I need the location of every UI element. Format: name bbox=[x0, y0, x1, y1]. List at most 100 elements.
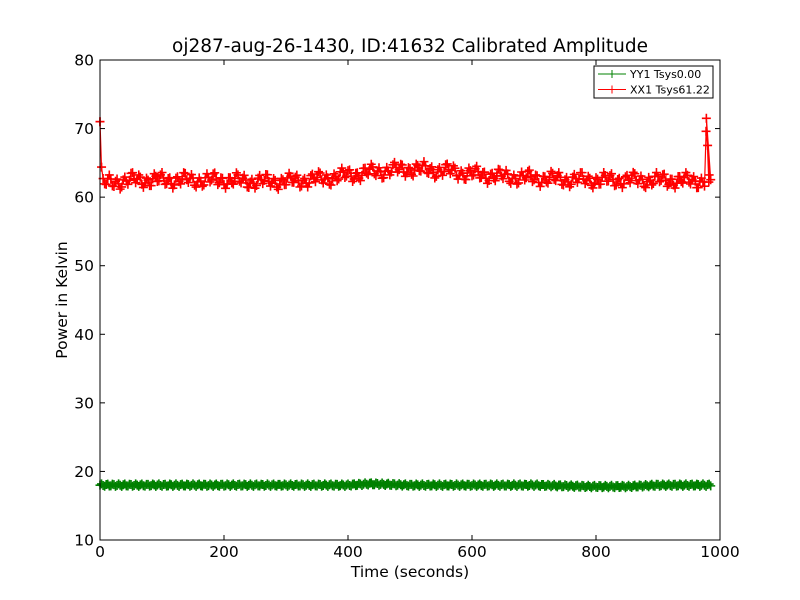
data-point-marker bbox=[334, 174, 344, 184]
data-point-marker bbox=[183, 178, 193, 188]
data-point-marker bbox=[701, 113, 711, 123]
data-point-marker bbox=[512, 179, 522, 189]
data-point-marker bbox=[442, 159, 452, 169]
data-point-marker bbox=[345, 165, 355, 175]
data-point-marker bbox=[625, 178, 635, 188]
data-point-marker bbox=[611, 180, 621, 190]
legend-label: YY1 Tsys0.00 bbox=[629, 68, 701, 81]
data-point-marker bbox=[434, 162, 444, 172]
data-point-marker bbox=[524, 165, 534, 175]
data-point-marker bbox=[569, 169, 579, 179]
data-point-marker bbox=[476, 172, 486, 182]
data-point-marker bbox=[135, 172, 145, 182]
data-point-marker bbox=[371, 171, 381, 181]
y-tick-label: 10 bbox=[74, 532, 94, 550]
data-point-marker bbox=[614, 173, 624, 183]
legend-frame bbox=[593, 65, 714, 99]
data-point-marker bbox=[633, 179, 643, 189]
data-point-marker bbox=[411, 159, 421, 169]
data-point-marker bbox=[117, 182, 127, 192]
data-point-marker bbox=[543, 178, 553, 188]
data-point-marker bbox=[490, 176, 500, 186]
data-point-marker bbox=[596, 179, 606, 189]
data-point-marker bbox=[157, 167, 167, 177]
data-point-marker bbox=[693, 183, 703, 193]
data-point-marker bbox=[541, 177, 551, 187]
plot-frame bbox=[99, 59, 721, 541]
data-point-marker bbox=[278, 175, 288, 185]
data-point-marker bbox=[352, 168, 362, 178]
data-point-marker bbox=[340, 172, 350, 182]
series-yy1 bbox=[95, 478, 716, 493]
series-layer bbox=[95, 113, 716, 493]
data-point-marker bbox=[374, 163, 384, 173]
data-point-marker bbox=[704, 177, 714, 187]
data-point-marker bbox=[337, 163, 347, 173]
data-point-marker bbox=[427, 162, 437, 172]
data-point-marker bbox=[236, 178, 246, 188]
data-point-marker bbox=[252, 180, 262, 190]
data-point-marker bbox=[675, 172, 685, 182]
data-point-marker bbox=[438, 170, 448, 180]
data-point-marker bbox=[300, 173, 310, 183]
data-point-marker bbox=[703, 140, 713, 150]
data-point-marker bbox=[307, 169, 317, 179]
data-point-marker bbox=[349, 174, 359, 184]
data-point-marker bbox=[101, 179, 111, 189]
data-point-marker bbox=[304, 178, 314, 188]
data-point-marker bbox=[124, 175, 134, 185]
legend-label: XX1 Tsys61.22 bbox=[630, 84, 710, 97]
data-point-marker bbox=[588, 183, 598, 193]
data-point-marker bbox=[648, 178, 658, 188]
data-point-marker bbox=[523, 166, 533, 176]
x-tick-label: 400 bbox=[333, 543, 363, 561]
data-point-marker bbox=[208, 169, 218, 179]
y-tick-label: 60 bbox=[74, 189, 94, 207]
data-point-marker bbox=[394, 165, 404, 175]
data-point-marker bbox=[651, 168, 661, 178]
data-point-marker bbox=[390, 157, 399, 167]
data-point-marker bbox=[314, 167, 324, 177]
x-tick-label: 200 bbox=[209, 543, 239, 561]
data-point-marker bbox=[207, 175, 217, 185]
x-axis-label: Time (seconds) bbox=[350, 563, 469, 581]
data-point-marker bbox=[292, 170, 302, 180]
data-point-marker bbox=[104, 170, 114, 180]
data-point-marker bbox=[120, 172, 130, 182]
data-point-marker bbox=[416, 166, 426, 176]
data-point-marker bbox=[273, 184, 283, 194]
data-point-marker bbox=[318, 178, 328, 188]
series-xx1 bbox=[95, 113, 716, 194]
data-point-marker bbox=[469, 170, 479, 180]
data-point-marker bbox=[514, 178, 523, 188]
data-point-marker bbox=[368, 162, 378, 172]
data-point-marker bbox=[323, 173, 333, 183]
data-point-marker bbox=[134, 170, 144, 180]
data-point-marker bbox=[231, 168, 241, 178]
data-point-marker bbox=[662, 181, 672, 191]
y-tick-label: 70 bbox=[74, 120, 94, 138]
data-point-marker bbox=[397, 160, 407, 170]
data-point-marker bbox=[558, 180, 568, 190]
data-point-marker bbox=[405, 164, 415, 174]
data-point-marker bbox=[180, 168, 190, 178]
data-point-marker bbox=[262, 170, 272, 180]
data-point-marker bbox=[607, 169, 616, 179]
data-point-marker bbox=[146, 181, 156, 191]
data-point-marker bbox=[424, 168, 434, 178]
data-point-marker bbox=[546, 166, 556, 176]
data-point-marker bbox=[521, 173, 531, 183]
data-point-marker bbox=[535, 181, 545, 191]
data-point-marker bbox=[704, 479, 714, 489]
data-point-marker bbox=[630, 169, 640, 179]
x-tick-label: 1000 bbox=[700, 543, 739, 561]
data-point-marker bbox=[138, 182, 148, 192]
data-point-marker bbox=[566, 179, 576, 189]
y-tick-label: 80 bbox=[74, 52, 94, 70]
data-point-marker bbox=[128, 168, 138, 178]
data-point-marker bbox=[498, 174, 508, 184]
data-point-marker bbox=[227, 178, 237, 188]
data-point-marker bbox=[163, 174, 173, 184]
data-point-marker bbox=[622, 170, 632, 180]
